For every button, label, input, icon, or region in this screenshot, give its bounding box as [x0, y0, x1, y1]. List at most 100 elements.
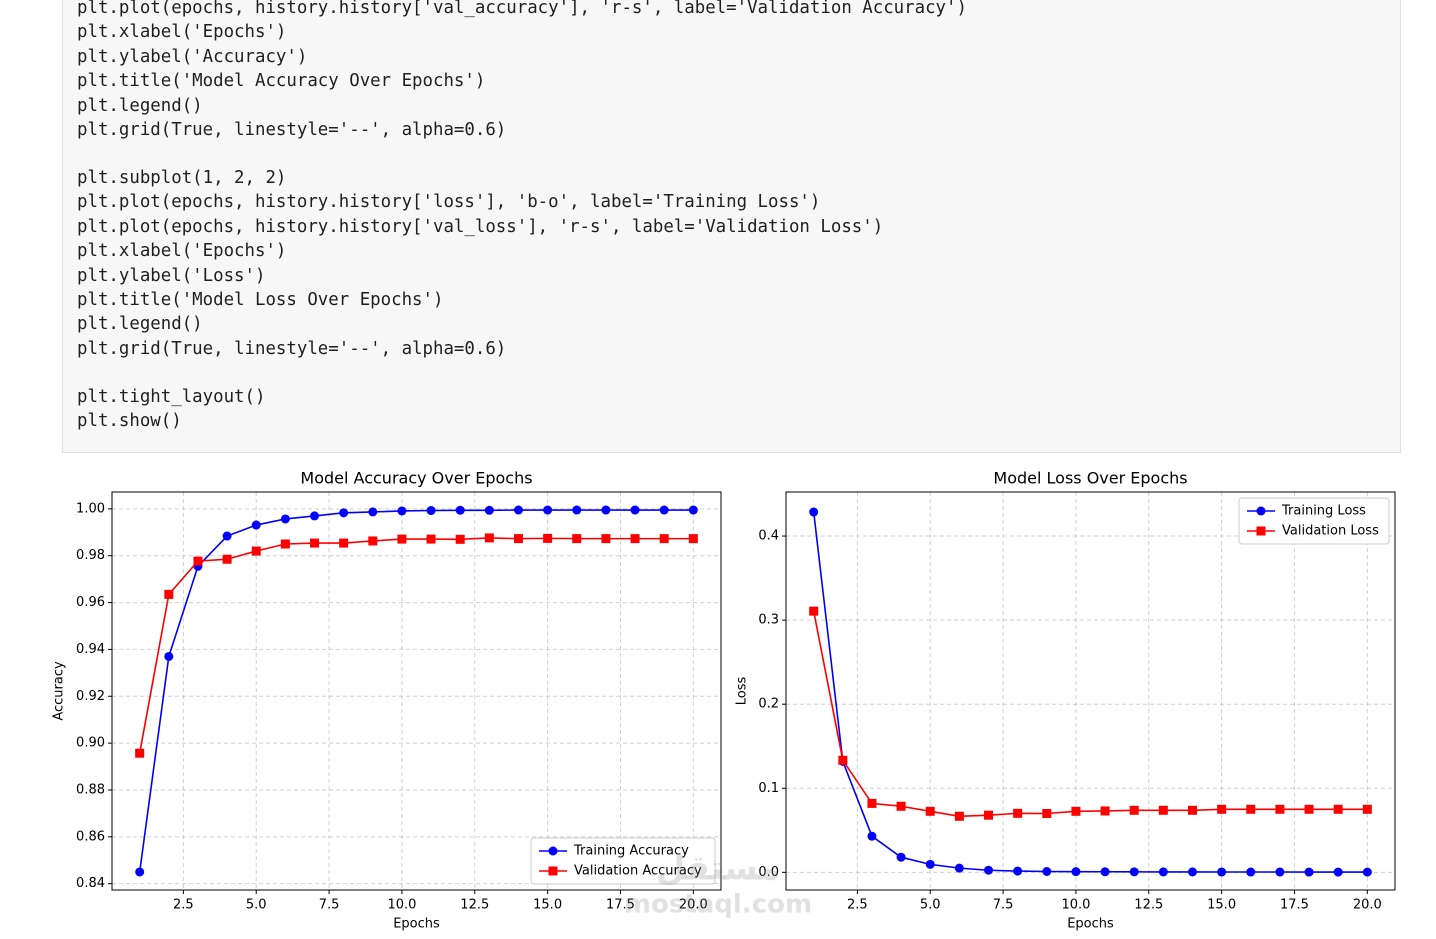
- data-point: [513, 505, 523, 515]
- x-tick-label: 10.0: [387, 898, 416, 913]
- x-tick-label: 17.5: [606, 898, 635, 913]
- x-tick-label: 2.5: [847, 898, 868, 913]
- data-point: [1333, 867, 1343, 877]
- y-tick-label: 0.96: [76, 595, 105, 610]
- data-point: [251, 520, 261, 530]
- x-tick-label: 12.5: [460, 898, 489, 913]
- code-line: plt.ylabel('Accuracy'): [77, 46, 308, 67]
- data-point: [1333, 804, 1343, 814]
- data-point: [1100, 867, 1110, 877]
- data-point: [368, 507, 378, 517]
- code-line: plt.plot(epochs, history.history['val_lo…: [77, 216, 884, 237]
- code-line: plt.xlabel('Epochs'): [77, 241, 287, 262]
- data-point: [601, 505, 611, 515]
- data-point: [630, 534, 640, 544]
- data-point: [339, 538, 349, 548]
- data-point: [1275, 867, 1285, 877]
- y-tick-label: 0.90: [76, 736, 105, 751]
- y-tick-label: 0.88: [76, 782, 105, 797]
- x-tick-label: 7.5: [319, 898, 340, 913]
- code-line: plt.tight_layout(): [77, 387, 266, 407]
- data-point: [688, 505, 698, 515]
- chart-title: Model Accuracy Over Epochs: [300, 469, 532, 488]
- y-tick-label: 0.4: [758, 529, 779, 544]
- data-point: [572, 505, 582, 515]
- code-line: plt.ylabel('Loss'): [77, 265, 266, 286]
- y-tick-label: 0.3: [758, 613, 779, 628]
- y-tick-label: 0.84: [76, 876, 105, 891]
- data-point: [1013, 808, 1023, 818]
- code-line: plt.grid(True, linestyle='--', alpha=0.6…: [77, 120, 507, 140]
- data-point: [1071, 867, 1081, 877]
- data-point: [867, 831, 877, 841]
- data-point: [1042, 867, 1052, 877]
- data-point: [484, 505, 494, 515]
- data-point: [925, 806, 935, 816]
- data-point: [1013, 866, 1023, 876]
- x-tick-label: 10.0: [1061, 898, 1090, 913]
- data-point: [572, 534, 582, 544]
- legend-label: Validation Loss: [1282, 524, 1379, 539]
- data-point: [1362, 804, 1372, 814]
- legend-marker: [548, 866, 558, 876]
- code-line: plt.plot(epochs, history.history['val_ac…: [77, 0, 967, 18]
- code-line: plt.show(): [77, 411, 182, 432]
- data-point: [1158, 867, 1168, 877]
- data-point: [1275, 804, 1285, 814]
- code-line: plt.title('Model Accuracy Over Epochs'): [77, 71, 486, 92]
- x-tick-label: 5.0: [920, 898, 941, 913]
- data-point: [1246, 867, 1256, 877]
- data-point: [543, 505, 553, 515]
- code-line: plt.subplot(1, 2, 2): [77, 168, 287, 188]
- data-point: [310, 511, 320, 521]
- data-point: [1187, 805, 1197, 815]
- code-line: plt.title('Model Loss Over Epochs'): [77, 290, 444, 310]
- data-point: [1217, 867, 1227, 877]
- y-tick-label: 0.1: [758, 781, 779, 796]
- data-point: [426, 506, 436, 516]
- legend-marker: [1256, 506, 1266, 516]
- legend-box: [1238, 497, 1390, 545]
- data-point: [896, 801, 906, 811]
- data-point: [368, 536, 378, 546]
- data-point: [164, 651, 174, 661]
- code-cell: [62, 0, 1401, 453]
- data-point: [1100, 806, 1110, 816]
- series-line: [138, 537, 694, 754]
- data-point: [630, 505, 640, 515]
- data-point: [1071, 806, 1081, 816]
- code-line: plt.xlabel('Epochs'): [77, 22, 287, 43]
- data-point: [280, 514, 290, 524]
- data-point: [1246, 804, 1256, 814]
- data-point: [1129, 805, 1139, 815]
- data-point: [925, 859, 935, 869]
- legend-marker: [1256, 526, 1266, 536]
- code-line: plt.legend(): [77, 95, 203, 116]
- series-line: [812, 610, 1368, 818]
- data-point: [659, 534, 669, 544]
- data-point: [1129, 867, 1139, 877]
- x-tick-label: 12.5: [1134, 898, 1163, 913]
- data-point: [1304, 867, 1314, 877]
- series-line: [812, 511, 1368, 873]
- code-line: plt.legend(): [77, 314, 203, 335]
- x-tick-label: 15.0: [533, 898, 562, 913]
- data-point: [984, 865, 994, 875]
- y-axis-label: Accuracy: [52, 661, 67, 721]
- legend-label: Training Loss: [1281, 504, 1366, 519]
- data-point: [809, 507, 819, 517]
- data-point: [310, 538, 320, 548]
- data-point: [1217, 804, 1227, 814]
- y-tick-label: 0.86: [76, 829, 105, 844]
- x-axis-label: Epochs: [1067, 917, 1114, 932]
- data-point: [896, 852, 906, 862]
- x-tick-label: 7.5: [993, 898, 1014, 913]
- data-point: [688, 534, 698, 544]
- data-point: [954, 811, 964, 821]
- x-tick-label: 20.0: [1353, 898, 1382, 913]
- data-point: [1158, 805, 1168, 815]
- data-point: [809, 606, 819, 616]
- data-point: [251, 546, 261, 556]
- data-point: [222, 554, 232, 564]
